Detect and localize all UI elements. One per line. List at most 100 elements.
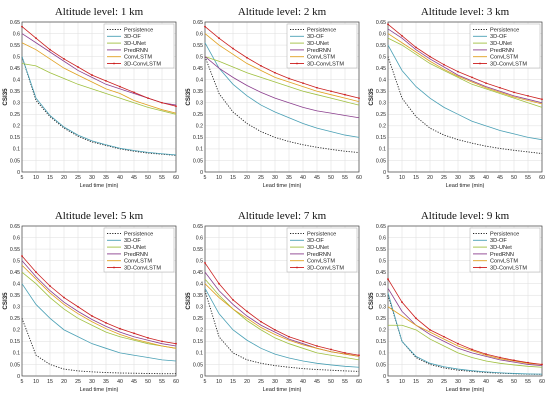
y-tick-label: 0.4 — [13, 281, 20, 287]
series-line-3d-convlstm — [21, 255, 177, 345]
series-point — [105, 79, 107, 82]
legend-entry: 3D-OF — [307, 238, 324, 244]
legend: Persistence3D-OF3D-UNetPredRNNConvLSTM3D… — [469, 227, 541, 273]
y-tick-label: 0.05 — [376, 158, 386, 164]
y-axis-label: CSI35 — [368, 88, 375, 106]
series-point — [387, 278, 389, 280]
x-axis-label: Lead time (min) — [446, 183, 485, 189]
x-tick-label: 40 — [300, 175, 306, 181]
y-tick-label: 0.1 — [196, 147, 203, 153]
series-point — [527, 94, 529, 97]
y-tick-label: 0.2 — [196, 328, 203, 334]
x-tick-label: 30 — [89, 379, 95, 385]
y-tick-label: 0 — [17, 374, 20, 380]
x-tick-label: 60 — [539, 175, 545, 181]
y-tick-label: 0.35 — [10, 89, 20, 95]
legend-entry: 3D-ConvLSTM — [307, 265, 344, 271]
x-axis-label: Lead time (min) — [263, 183, 302, 189]
y-tick-label: 0.3 — [196, 101, 203, 107]
x-tick-label: 55 — [342, 175, 348, 181]
y-tick-label: 0.1 — [379, 147, 386, 153]
series-point — [218, 37, 220, 40]
x-axis-label: Lead time (min) — [80, 183, 119, 189]
x-tick-label: 35 — [103, 379, 109, 385]
legend-entry: Persistence — [124, 27, 153, 33]
x-tick-label: 55 — [525, 175, 531, 181]
series-line-3d-of — [21, 56, 177, 156]
x-tick-label: 25 — [441, 379, 447, 385]
x-tick-label: 20 — [61, 175, 67, 181]
chart-panel-1: Altitude level: 1 km 0 0.05 0.1 0.15 0.2 0.25 0… — [2, 6, 179, 189]
series-point — [218, 282, 220, 285]
legend-entry: 3D-ConvLSTM — [307, 61, 344, 67]
series-point — [344, 93, 346, 96]
y-tick-label: 0.3 — [13, 305, 20, 311]
x-tick-label: 10 — [399, 379, 405, 385]
y-tick-label: 0.4 — [379, 77, 386, 83]
legend: Persistence3D-OF3D-UNetPredRNNConvLSTM3D… — [469, 23, 541, 69]
x-tick-label: 40 — [117, 175, 123, 181]
series-point — [246, 56, 248, 59]
y-tick-label: 0.5 — [196, 54, 203, 60]
y-tick-label: 0.2 — [196, 124, 203, 130]
x-tick-label: 45 — [314, 379, 320, 385]
series-point — [485, 82, 487, 85]
y-tick-label: 0.45 — [376, 66, 386, 72]
y-tick-label: 0.2 — [379, 124, 386, 130]
x-tick-label: 35 — [469, 379, 475, 385]
y-tick-label: 0.45 — [10, 270, 20, 276]
legend-entry: Persistence — [307, 27, 336, 33]
y-tick-label: 0.2 — [379, 328, 386, 334]
legend-entry: ConvLSTM — [307, 259, 335, 265]
series-line-persistence — [204, 56, 360, 154]
plot-frame — [387, 225, 543, 377]
x-tick-label: 20 — [427, 379, 433, 385]
panel-title: Altitude level: 3 km — [421, 6, 510, 18]
y-tick-label: 0.05 — [10, 362, 20, 368]
series-point — [91, 74, 93, 76]
y-tick-label: 0.05 — [10, 158, 20, 164]
x-tick-label: 30 — [272, 175, 278, 181]
series-line-convlstm — [204, 33, 360, 103]
legend-entry: 3D-UNet — [124, 245, 146, 251]
legend-box — [286, 227, 358, 273]
series-point — [471, 348, 473, 351]
y-tick-label: 0.3 — [13, 101, 20, 107]
legend-box — [103, 23, 175, 69]
y-tick-label: 0.25 — [10, 316, 20, 322]
x-tick-label: 55 — [159, 175, 165, 181]
legend: Persistence3D-OF3D-UNetPredRNNConvLSTM3D… — [103, 23, 175, 69]
legend-entry: PredRNN — [307, 252, 331, 258]
series-point — [316, 345, 318, 347]
x-tick-label: 60 — [356, 175, 362, 181]
x-tick-label: 10 — [399, 175, 405, 181]
y-tick-label: 0.35 — [376, 89, 386, 95]
y-tick-label: 0.4 — [196, 281, 203, 287]
plot-frame — [21, 225, 177, 377]
legend-entry: PredRNN — [490, 48, 514, 54]
y-tick-label: 0.35 — [193, 89, 203, 95]
series-point — [161, 340, 163, 343]
series-point — [204, 262, 206, 264]
y-axis-label: CSI35 — [2, 88, 9, 106]
legend-entry: PredRNN — [490, 252, 514, 258]
series-point — [513, 91, 515, 94]
series-point — [63, 58, 65, 60]
y-tick-label: 0.5 — [196, 258, 203, 264]
legend-entry: 3D-UNet — [307, 245, 329, 251]
y-tick-label: 0.65 — [193, 20, 203, 26]
legend-entry: 3D-OF — [490, 238, 507, 244]
y-tick-label: 0.15 — [376, 339, 386, 345]
legend-entry: ConvLSTM — [124, 55, 152, 61]
y-tick-label: 0.6 — [379, 31, 386, 37]
y-tick-label: 0.5 — [379, 54, 386, 60]
series-line-3d-of — [387, 44, 543, 141]
x-tick-label: 60 — [356, 379, 362, 385]
x-tick-label: 35 — [103, 175, 109, 181]
x-tick-label: 40 — [117, 379, 123, 385]
legend-entry: 3D-OF — [490, 34, 507, 40]
legend-entry: 3D-ConvLSTM — [124, 61, 161, 67]
y-tick-label: 0.55 — [10, 247, 20, 253]
x-tick-label: 45 — [314, 175, 320, 181]
series-point — [232, 47, 234, 50]
